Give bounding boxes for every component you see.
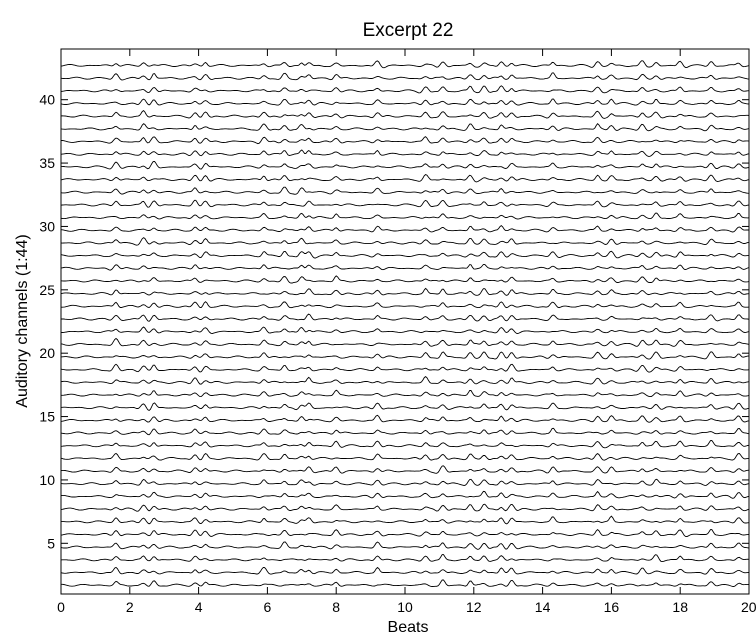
- channel-trace: [61, 301, 750, 309]
- channel-trace: [60, 237, 750, 246]
- x-tick-label: 6: [264, 599, 272, 615]
- channel-trace: [60, 161, 750, 170]
- x-tick-label: 10: [397, 599, 413, 615]
- channel-trace: [60, 566, 750, 575]
- channel-trace: [60, 452, 749, 461]
- channel-trace: [60, 98, 750, 106]
- y-axis-label: Auditory channels (1:44): [14, 234, 31, 407]
- channel-trace: [60, 465, 750, 474]
- channel-trace: [60, 250, 749, 259]
- channel-trace: [60, 173, 750, 183]
- channel-trace: [60, 275, 750, 284]
- channel-trace: [60, 478, 750, 486]
- channel-trace: [61, 579, 750, 587]
- x-tick-label: 16: [604, 599, 620, 615]
- channel-trace: [60, 351, 750, 360]
- channel-trace: [60, 263, 750, 271]
- y-tick-label: 35: [39, 155, 55, 171]
- x-tick-label: 0: [57, 599, 65, 615]
- x-axis-ticks: 0 2 4 6 8 10 12 14 16 18 20: [57, 49, 756, 615]
- channel-trace: [61, 136, 750, 145]
- y-tick-label: 20: [39, 345, 55, 361]
- channel-trace: [60, 414, 750, 423]
- x-tick-label: 12: [466, 599, 482, 615]
- channel-trace: [60, 225, 750, 233]
- channel-trace: [60, 123, 750, 132]
- channel-trace: [60, 199, 750, 208]
- channel-trace: [60, 326, 750, 334]
- channel-trace: [60, 287, 750, 296]
- channel-trace: [61, 515, 750, 525]
- chart-title: Excerpt 22: [363, 20, 454, 41]
- y-tick-label: 15: [39, 409, 55, 425]
- x-axis-label: Beats: [388, 619, 429, 636]
- channel-trace: [60, 72, 750, 81]
- channel-trace: [60, 363, 750, 373]
- channel-trace: [60, 186, 750, 195]
- channel-trace: [60, 440, 750, 449]
- channel-trace: [60, 212, 750, 220]
- y-tick-label: 25: [39, 282, 55, 298]
- channel-trace: [60, 554, 750, 563]
- channel-trace: [60, 337, 750, 347]
- channel-trace: [60, 110, 750, 119]
- channel-trace: [60, 149, 750, 157]
- x-tick-label: 2: [126, 599, 134, 615]
- y-tick-label: 5: [47, 535, 55, 551]
- x-tick-label: 18: [672, 599, 688, 615]
- x-tick-label: 20: [741, 599, 756, 615]
- y-tick-label: 30: [39, 218, 55, 234]
- y-tick-label: 10: [39, 472, 55, 488]
- y-axis-ticks: 5 10 15 20 25 30 35 40: [39, 92, 749, 551]
- channel-trace: [60, 427, 750, 436]
- plot-frame: [60, 48, 750, 595]
- channel-trace: [60, 490, 750, 499]
- channel-trace: [60, 85, 750, 94]
- x-tick-label: 4: [195, 599, 203, 615]
- y-tick-label: 40: [39, 92, 55, 108]
- channel-trace: [61, 389, 750, 398]
- channel-trace: [60, 402, 750, 412]
- channel-trace: [60, 60, 750, 69]
- channel-trace: [60, 503, 750, 512]
- channel-traces: [60, 60, 750, 587]
- channel-trace: [61, 313, 750, 322]
- x-tick-label: 14: [535, 599, 551, 615]
- channel-trace: [60, 528, 750, 538]
- x-tick-label: 8: [332, 599, 340, 615]
- channel-trace: [60, 376, 750, 385]
- channel-trace: [60, 541, 750, 550]
